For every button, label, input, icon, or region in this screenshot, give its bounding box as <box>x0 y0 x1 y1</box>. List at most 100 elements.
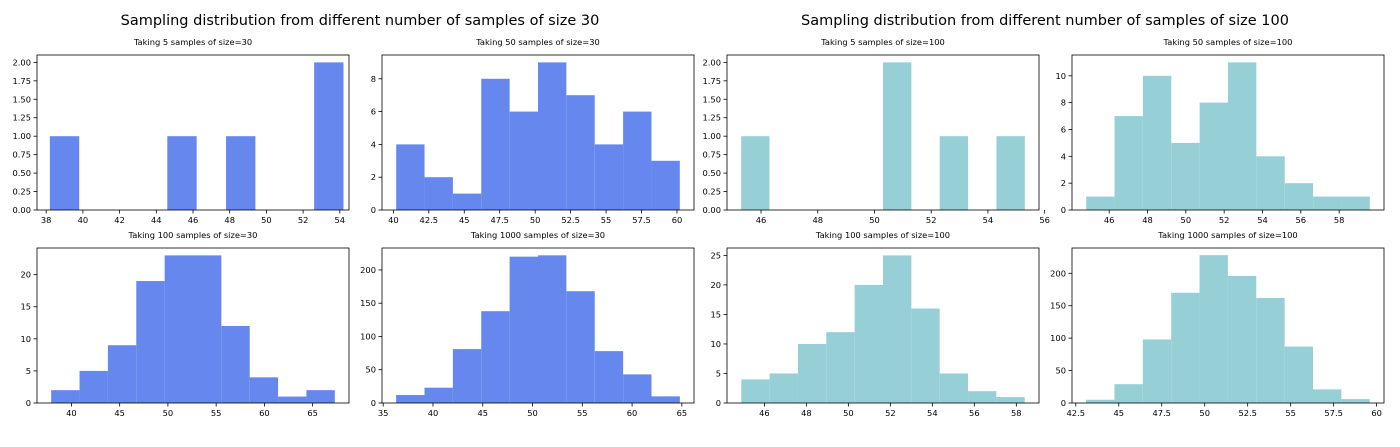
x-tick-label: 45 <box>477 408 488 418</box>
histogram-bar <box>826 332 855 403</box>
histogram-bar <box>1313 389 1342 403</box>
histogram-bar <box>911 308 940 403</box>
x-tick-label: 42 <box>114 215 125 225</box>
x-tick-label: 52.5 <box>1238 408 1256 418</box>
histogram-bar <box>396 395 425 403</box>
axes-frame <box>381 54 695 211</box>
x-tick-label: 52 <box>1219 215 1230 225</box>
histogram-bar <box>1341 399 1370 403</box>
y-tick-label: 1.75 <box>703 76 721 86</box>
axes-frame <box>726 247 1040 404</box>
y-tick-label: 5 <box>716 368 721 378</box>
x-tick-label: 45 <box>1113 408 1124 418</box>
histogram-panel-1: 38 40 42 44 46 48 50 52 54 0.00 0.25 0.50 0.75 1.00 1.… <box>13 37 350 225</box>
panel-title: Taking 5 samples of size=30 <box>133 37 252 47</box>
y-tick-label: 15 <box>20 302 31 312</box>
axes-frame <box>1071 54 1385 211</box>
axes-frame <box>36 247 350 404</box>
y-tick-label: 8 <box>371 74 376 84</box>
y-tick-label: 0.00 <box>703 205 721 215</box>
x-tick-label: 52.5 <box>561 215 579 225</box>
x-tick-label: 45 <box>459 215 470 225</box>
x-tick-label: 47.5 <box>490 215 508 225</box>
x-tick-label: 56 <box>969 408 980 418</box>
y-tick-label: 0 <box>1061 205 1066 215</box>
histogram-bar <box>883 62 912 210</box>
x-tick-label: 50 <box>1181 215 1192 225</box>
y-tick-label: 1.75 <box>13 76 31 86</box>
x-tick-label: 42.5 <box>420 215 438 225</box>
y-tick-label: 8 <box>1061 98 1066 108</box>
y-tick-label: 1.00 <box>703 131 721 141</box>
histogram-bar <box>1114 116 1143 210</box>
y-tick-label: 1.50 <box>13 94 31 104</box>
y-tick-label: 20 <box>20 270 31 280</box>
y-tick-label: 6 <box>371 107 376 117</box>
y-tick-label: 4 <box>371 139 376 149</box>
histogram-bar <box>193 255 222 403</box>
histogram-bar <box>481 311 510 403</box>
histogram-bar <box>452 349 482 403</box>
histogram-bar <box>1199 255 1228 403</box>
panel-title: Taking 1000 samples of size=30 <box>470 230 605 240</box>
figure-title-size-30: Sampling distribution from different num… <box>121 13 600 29</box>
histogram-bar <box>769 373 798 403</box>
y-tick-label: 100 <box>360 331 376 341</box>
panel-title: Taking 100 samples of size=30 <box>128 230 258 240</box>
histogram-bar <box>79 370 108 403</box>
y-tick-label: 200 <box>1050 268 1066 278</box>
histogram-panel-2: 40 42.5 45 47.5 50 52.5 55 57.5 60 0 2 4 6 8 Taking 50… <box>371 37 695 225</box>
y-tick-label: 0.75 <box>703 150 721 160</box>
y-tick-label: 200 <box>360 265 376 275</box>
x-tick-label: 55 <box>1285 408 1296 418</box>
x-tick-label: 50 <box>261 215 272 225</box>
x-tick-label: 50 <box>869 215 880 225</box>
histogram-bar <box>566 291 595 403</box>
y-tick-label: 6 <box>1061 124 1066 134</box>
y-tick-label: 0 <box>371 205 376 215</box>
y-tick-label: 5 <box>26 366 31 376</box>
histogram-bar <box>136 281 165 403</box>
x-tick-label: 46 <box>756 215 767 225</box>
x-tick-label: 57.5 <box>1324 408 1342 418</box>
x-tick-label: 40 <box>78 215 89 225</box>
y-tick-label: 2 <box>371 172 376 182</box>
histogram-bar <box>221 325 250 403</box>
histogram-bar <box>1341 196 1370 210</box>
histogram-bar <box>538 62 567 210</box>
histogram-bar <box>481 78 510 210</box>
histogram-panel-3: 46 48 50 52 54 56 0.00 0.25 0.50 0.75 1.00 1.25 1.50… <box>703 37 1050 225</box>
histogram-bar <box>594 144 624 210</box>
axes-frame <box>1071 247 1385 404</box>
histogram-bar <box>854 284 883 403</box>
x-tick-label: 35 <box>378 408 389 418</box>
x-tick-label: 38 <box>41 215 52 225</box>
x-tick-label: 40 <box>66 408 77 418</box>
y-tick-label: 10 <box>1055 71 1066 81</box>
x-tick-label: 60 <box>1371 408 1382 418</box>
y-tick-label: 0.25 <box>13 187 31 197</box>
y-tick-label: 4 <box>1061 151 1066 161</box>
histogram-panel-6: 35 40 45 50 55 60 65 0 50 100 150 200 Taking 1000 sa… <box>360 230 695 418</box>
histogram-bar <box>1142 339 1172 403</box>
x-tick-label: 47.5 <box>1152 408 1170 418</box>
histogram-bar <box>249 377 279 403</box>
x-tick-label: 60 <box>259 408 270 418</box>
histogram-bar <box>883 255 912 403</box>
x-tick-label: 45 <box>114 408 125 418</box>
histogram-bar <box>424 387 453 403</box>
histogram-bar <box>1284 346 1314 403</box>
histogram-bar <box>968 391 997 403</box>
histogram-bar <box>1086 399 1115 403</box>
panel-title: Taking 5 samples of size=100 <box>820 37 945 47</box>
histogram-bar <box>1114 384 1143 403</box>
panel-title: Taking 50 samples of size=100 <box>1163 37 1293 47</box>
panel-title: Taking 1000 samples of size=100 <box>1157 230 1297 240</box>
histogram-bar <box>1142 75 1172 210</box>
y-tick-label: 2.00 <box>703 57 721 67</box>
histogram-panel-8: 42.5 45 47.5 50 52.5 55 57.5 60 0 50 100 150 200 Taki… <box>1050 230 1385 418</box>
histogram-bar <box>741 379 770 403</box>
y-tick-label: 100 <box>1050 333 1066 343</box>
y-tick-label: 0.75 <box>13 150 31 160</box>
x-tick-label: 40 <box>428 408 439 418</box>
